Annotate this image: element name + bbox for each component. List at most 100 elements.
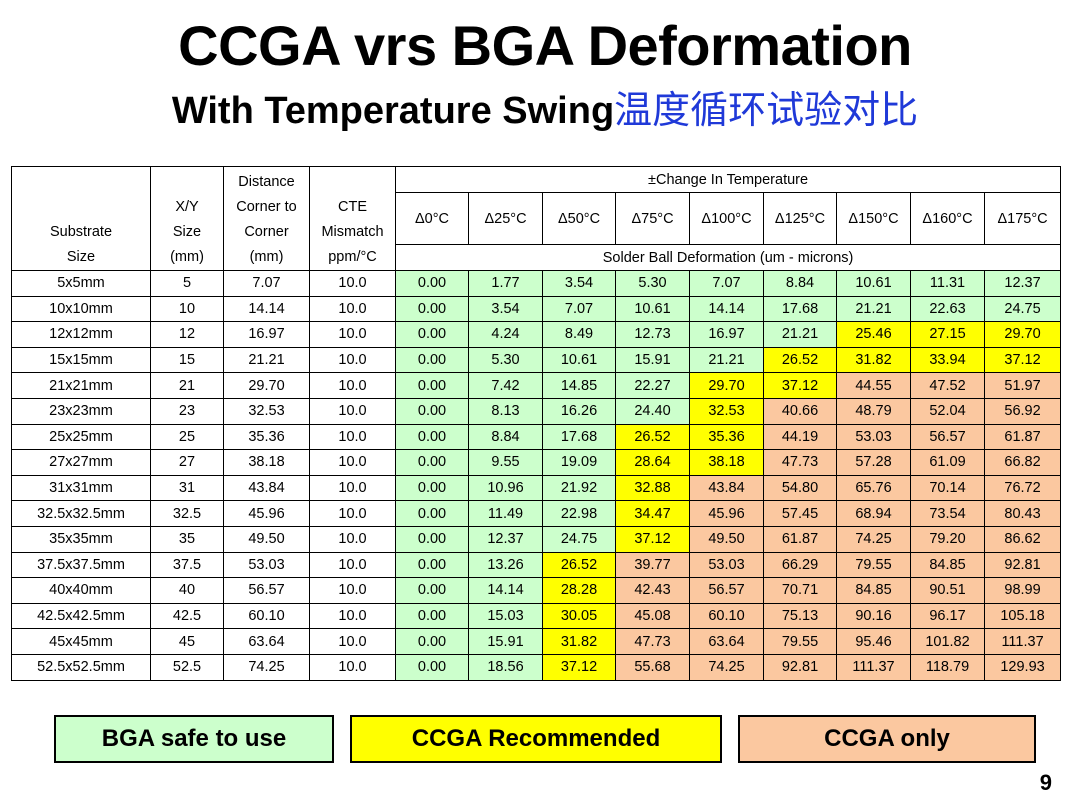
- distance-cell: 38.18: [223, 449, 310, 476]
- deformation-cell: 0.00: [395, 372, 469, 399]
- header-xy-size: X/Y Size (mm): [150, 166, 224, 271]
- cte-cell: 10.0: [309, 474, 396, 502]
- deformation-cell: 21.21: [836, 295, 911, 323]
- distance-cell: 21.21: [223, 346, 310, 374]
- xy-size-cell: 37.5: [150, 551, 224, 579]
- cte-cell: 10.0: [309, 628, 396, 655]
- deformation-cell: 7.07: [542, 295, 616, 323]
- deformation-cell: 92.81: [983, 551, 1062, 579]
- deformation-cell: 29.70: [689, 372, 764, 399]
- distance-cell: 35.36: [223, 423, 310, 451]
- distance-cell: 49.50: [223, 525, 310, 553]
- deformation-cell: 90.16: [836, 602, 911, 630]
- deformation-cell: 33.94: [910, 346, 985, 374]
- deformation-cell: 118.79: [910, 653, 985, 681]
- substrate-cell: 42.5x42.5mm: [11, 602, 151, 630]
- deformation-cell: 43.84: [689, 474, 764, 502]
- deformation-cell: 51.97: [983, 372, 1062, 399]
- cte-cell: 10.0: [309, 500, 396, 527]
- page-subtitle: With Temperature Swing温度循环试验对比: [0, 86, 1072, 135]
- cte-cell: 10.0: [309, 653, 396, 681]
- deformation-cell: 70.71: [763, 577, 837, 604]
- deformation-cell: 39.77: [615, 551, 690, 579]
- distance-cell: 29.70: [223, 372, 310, 399]
- deformation-cell: 17.68: [542, 423, 616, 451]
- deformation-cell: 11.49: [468, 500, 543, 527]
- table-row: 52.5x52.5mm 52.5 74.25 10.0 0.00 18.56 37.12 55…: [11, 653, 1062, 681]
- xy-size-cell: 12: [150, 321, 224, 348]
- deformation-cell: 56.57: [910, 423, 985, 451]
- substrate-cell: 52.5x52.5mm: [11, 653, 151, 681]
- substrate-cell: 25x25mm: [11, 423, 151, 451]
- deformation-cell: 26.52: [763, 346, 837, 374]
- header-substrate-size: Substrate Size: [11, 166, 151, 271]
- deformation-cell: 40.66: [763, 397, 837, 425]
- cte-cell: 10.0: [309, 551, 396, 579]
- deformation-cell: 0.00: [395, 321, 469, 348]
- table-row: 40x40mm 40 56.57 10.0 0.00 14.14 28.28 42.43 56.…: [11, 577, 1062, 604]
- deformation-cell: 37.12: [615, 525, 690, 553]
- xy-size-cell: 52.5: [150, 653, 224, 681]
- substrate-cell: 35x35mm: [11, 525, 151, 553]
- deformation-cell: 0.00: [395, 653, 469, 681]
- deformation-cell: 0.00: [395, 525, 469, 553]
- deformation-cell: 47.73: [615, 628, 690, 655]
- cte-cell: 10.0: [309, 321, 396, 348]
- substrate-cell: 37.5x37.5mm: [11, 551, 151, 579]
- xy-size-cell: 42.5: [150, 602, 224, 630]
- deformation-cell: 12.37: [983, 270, 1062, 297]
- deformation-cell: 90.51: [910, 577, 985, 604]
- header-delta-1: Δ25°C: [468, 192, 543, 245]
- deformation-cell: 0.00: [395, 628, 469, 655]
- deformation-table: Substrate Size X/Y Size (mm) Distance Corner…: [11, 166, 1062, 681]
- deformation-cell: 0.00: [395, 500, 469, 527]
- deformation-cell: 61.09: [910, 449, 985, 476]
- legend-ccga-only: CCGA only: [738, 715, 1036, 763]
- deformation-cell: 7.07: [689, 270, 764, 297]
- substrate-cell: 5x5mm: [11, 270, 151, 297]
- deformation-cell: 101.82: [910, 628, 985, 655]
- header-delta-8: Δ175°C: [983, 192, 1062, 245]
- table-row: 25x25mm 25 35.36 10.0 0.00 8.84 17.68 26.52 35.3…: [11, 423, 1062, 451]
- deformation-cell: 55.68: [615, 653, 690, 681]
- cte-cell: 10.0: [309, 397, 396, 425]
- xy-size-cell: 45: [150, 628, 224, 655]
- legend-bga-safe: BGA safe to use: [54, 715, 334, 763]
- deformation-cell: 4.24: [468, 321, 543, 348]
- deformation-cell: 12.73: [615, 321, 690, 348]
- deformation-cell: 66.82: [983, 449, 1062, 476]
- deformation-cell: 60.10: [689, 602, 764, 630]
- deformation-cell: 37.12: [983, 346, 1062, 374]
- deformation-cell: 0.00: [395, 295, 469, 323]
- deformation-cell: 14.14: [689, 295, 764, 323]
- deformation-cell: 37.12: [763, 372, 837, 399]
- deformation-cell: 8.84: [468, 423, 543, 451]
- deformation-cell: 28.28: [542, 577, 616, 604]
- header-delta-5: Δ125°C: [763, 192, 837, 245]
- deformation-cell: 15.91: [615, 346, 690, 374]
- substrate-cell: 40x40mm: [11, 577, 151, 604]
- header-distance: Distance Corner to Corner (mm): [223, 166, 310, 271]
- deformation-cell: 28.64: [615, 449, 690, 476]
- deformation-cell: 75.13: [763, 602, 837, 630]
- xy-size-cell: 23: [150, 397, 224, 425]
- deformation-cell: 10.61: [615, 295, 690, 323]
- table-row: 27x27mm 27 38.18 10.0 0.00 9.55 19.09 28.64 38.1…: [11, 449, 1062, 476]
- distance-cell: 7.07: [223, 270, 310, 297]
- deformation-cell: 22.63: [910, 295, 985, 323]
- deformation-cell: 56.92: [983, 397, 1062, 425]
- deformation-cell: 16.97: [689, 321, 764, 348]
- cte-cell: 10.0: [309, 602, 396, 630]
- xy-size-cell: 21: [150, 372, 224, 399]
- deformation-cell: 0.00: [395, 397, 469, 425]
- deformation-cell: 56.57: [689, 577, 764, 604]
- deformation-cell: 19.09: [542, 449, 616, 476]
- table-row: 10x10mm 10 14.14 10.0 0.00 3.54 7.07 10.61 14.14…: [11, 295, 1062, 323]
- cte-cell: 10.0: [309, 270, 396, 297]
- table-row: 15x15mm 15 21.21 10.0 0.00 5.30 10.61 15.91 21.2…: [11, 346, 1062, 374]
- deformation-cell: 63.64: [689, 628, 764, 655]
- deformation-cell: 48.79: [836, 397, 911, 425]
- distance-cell: 74.25: [223, 653, 310, 681]
- deformation-cell: 52.04: [910, 397, 985, 425]
- table-row: 31x31mm 31 43.84 10.0 0.00 10.96 21.92 32.88 43.…: [11, 474, 1062, 502]
